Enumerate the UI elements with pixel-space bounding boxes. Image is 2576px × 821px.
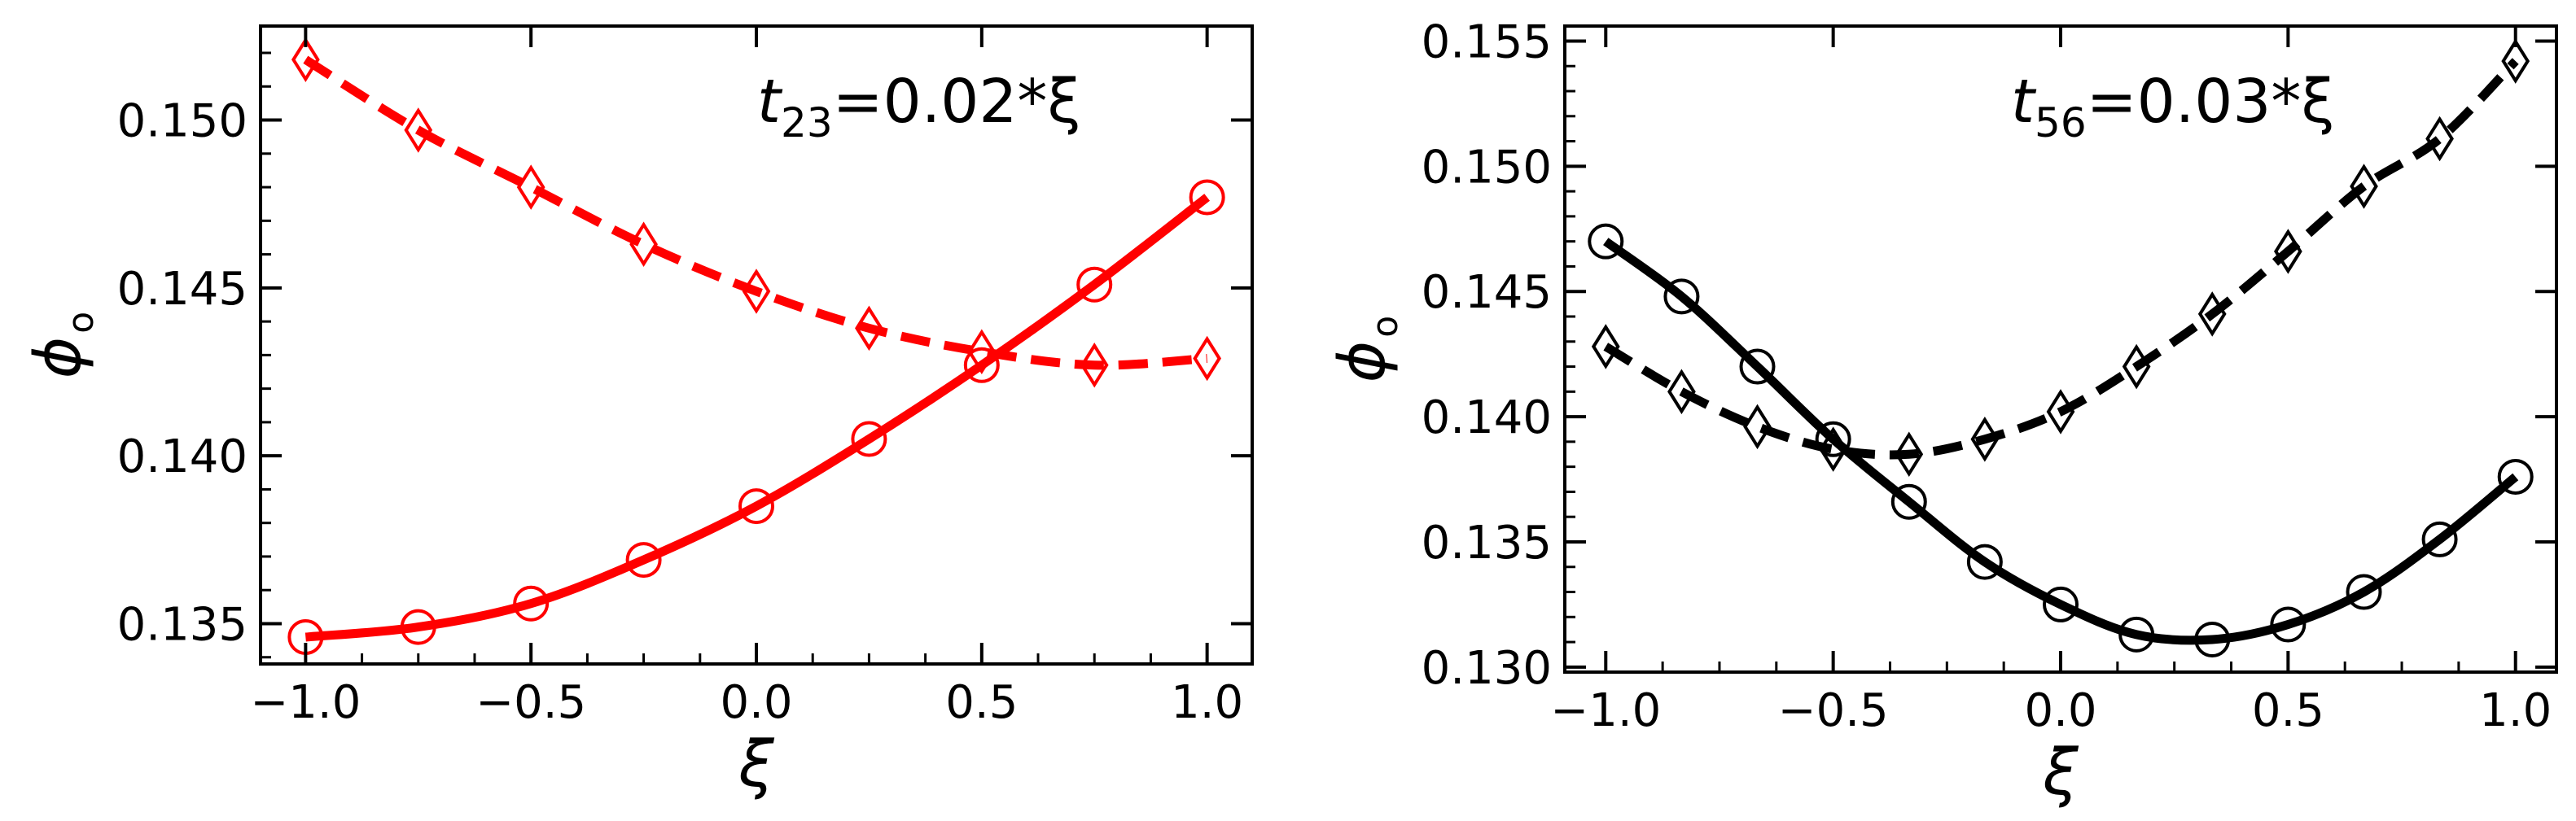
x-tick-label: 1.0 [2479, 684, 2552, 737]
series-1-point [2346, 574, 2382, 610]
series-2-point [291, 37, 320, 83]
plot-frame [259, 24, 1254, 666]
annotation-rest: =0.02*ξ [833, 67, 1081, 137]
series-2-point [855, 305, 883, 352]
series-2-point [2273, 229, 2302, 274]
y-tick-label: 0.150 [117, 95, 248, 148]
series-2-point [1970, 417, 2000, 462]
x-tick-label: 0.5 [945, 676, 1018, 729]
series-1-point [2043, 586, 2079, 622]
y-tick-label: 0.130 [1422, 642, 1552, 695]
annotation-rest: =0.03*ξ [2087, 67, 2335, 137]
series-2-line [303, 55, 1207, 370]
series-2-point [1080, 342, 1109, 388]
series-2-point [516, 164, 545, 210]
x-tick-label: 0.5 [2252, 684, 2324, 737]
series-1-point [1966, 544, 2003, 580]
series-1-point [1815, 421, 1851, 457]
series-2-point [2046, 389, 2075, 435]
y-axis-label: ϕo [1326, 316, 1406, 382]
series-1-point [1076, 266, 1113, 303]
series-1-point [2270, 606, 2307, 643]
annotation-main: t [757, 67, 783, 137]
series-2-point [1819, 426, 1848, 472]
series-2-point [742, 269, 771, 314]
panel-annotation: t56=0.03*ξ [2011, 67, 2335, 146]
series-2-point [1667, 369, 1696, 415]
series-1-point [1189, 179, 1225, 216]
y-axis-label: ϕo [22, 312, 102, 378]
series-1-point [2118, 616, 2155, 653]
x-tick-label: 0.0 [720, 676, 792, 729]
series-1-point [2194, 621, 2231, 657]
y-tick-label: 0.150 [1422, 141, 1552, 194]
y-tick-label: 0.140 [1422, 391, 1552, 444]
y-axis-label-sub: o [1365, 316, 1406, 338]
series-2-point [2501, 38, 2530, 84]
series-2-point [1193, 335, 1221, 382]
series-1-point [963, 347, 1000, 383]
series-1-point [1588, 223, 1624, 260]
series-2-point [2425, 116, 2454, 162]
x-tick-label: −1.0 [250, 676, 361, 729]
series-1-point [2497, 458, 2534, 495]
series-1-line [1603, 238, 2519, 645]
series-1-point [1890, 483, 1927, 520]
y-tick-label: 0.135 [117, 598, 248, 651]
series-2-point [2122, 343, 2151, 390]
panel-annotation: t23=0.02*ξ [757, 67, 1081, 146]
series-2-point [2197, 291, 2227, 337]
series-1-point [625, 542, 662, 579]
annotation-sub: 23 [781, 99, 833, 146]
x-tick-label: −0.5 [1778, 684, 1889, 737]
x-tick-label: 0.0 [2024, 684, 2096, 737]
series-1-line [304, 194, 1211, 642]
y-tick-label: 0.155 [1422, 15, 1552, 68]
series-1-point [1663, 278, 1700, 315]
y-axis-label-sub: o [60, 312, 102, 334]
x-tick-label: −1.0 [1550, 684, 1661, 737]
annotation-sub: 56 [2035, 99, 2087, 146]
series-1-point [1739, 348, 1776, 385]
series-2-point [404, 107, 433, 153]
series-2-point [1591, 324, 1620, 369]
chart-panel-1: −1.0 −0.5 0.0 0.5 1.0 0.135 0.140 0.145 0.150 ξ ϕo… [22, 24, 1254, 801]
x-axis-label: ξ [738, 728, 774, 801]
x-tick-label: −0.5 [475, 676, 586, 729]
x-axis-label: ξ [2042, 736, 2079, 810]
series-1-point [400, 609, 436, 645]
series-1-point [738, 488, 774, 525]
y-tick-label: 0.145 [1422, 266, 1552, 319]
chart-panel-2: −1.0 −0.5 0.0 0.5 1.0 0.130 0.135 0.140 0.145 0.1… [1326, 15, 2558, 810]
series-1-point [513, 585, 550, 622]
series-2-point [1895, 431, 1924, 478]
y-tick-label: 0.145 [117, 263, 248, 316]
series-2-line [1603, 58, 2519, 460]
annotation-main: t [2011, 67, 2037, 137]
series-2-point [629, 221, 658, 267]
series-2-point [967, 329, 997, 375]
x-tick-label: 1.0 [1171, 676, 1243, 729]
series-2-point [2350, 164, 2378, 209]
series-1-point [2421, 521, 2458, 557]
series-1-point [851, 421, 887, 457]
series-2-point [1743, 404, 1772, 450]
y-tick-label: 0.135 [1422, 517, 1552, 570]
y-tick-label: 0.140 [117, 430, 248, 483]
